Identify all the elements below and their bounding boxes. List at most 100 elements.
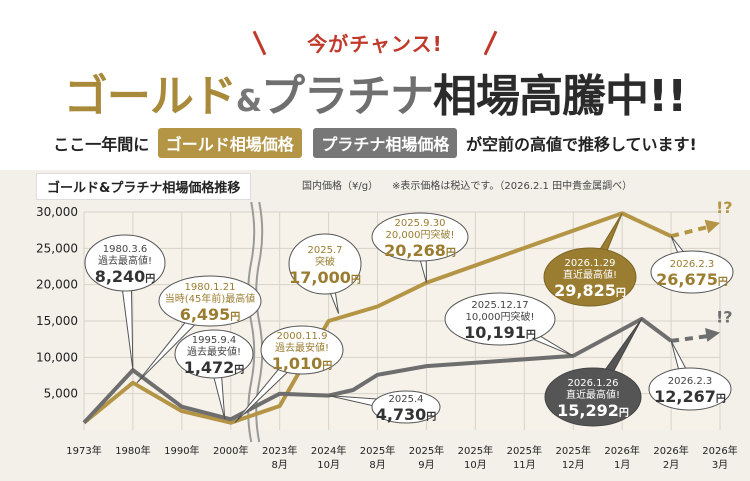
bubble-date: 2000.11.9 <box>277 331 328 342</box>
bubble-value-text: 1,010円 <box>272 354 333 373</box>
bubble-unit: 円 <box>145 273 155 285</box>
bubble-value: 6,495 <box>180 305 231 324</box>
bubble-value-text: 10,191円 <box>464 323 536 342</box>
annotation-bubble: 2026.2.312,267円 <box>648 340 732 411</box>
x-tick-sublabel: 12月 <box>562 459 585 471</box>
unit-note: 国内価格（¥/g） <box>302 181 379 192</box>
bubble-value-text: 29,825円 <box>554 281 626 300</box>
bubble-label: 過去最安値! <box>187 345 241 358</box>
x-tick-label: 2025年 <box>507 444 542 457</box>
bubble-unit: 円 <box>718 276 728 288</box>
tax-note: ※表示価格は税込です。（2026.2.1 田中貴金属調べ） <box>392 181 633 192</box>
subheading: ここ一年間に ゴールド相場価格 プラチナ相場価格 が空前の高値で推移しています! <box>0 128 750 158</box>
bubble-label: 過去最安値! <box>275 341 329 354</box>
x-tick-sublabel: 1月 <box>614 459 630 471</box>
bubble-date: 1980.1.21 <box>185 282 236 293</box>
x-tick-label: 2025年 <box>409 444 444 457</box>
bubble-body <box>174 329 254 379</box>
bubble-body <box>371 212 469 262</box>
bubble-value: 12,267 <box>654 387 716 406</box>
x-tick-label: 2025年 <box>360 444 395 457</box>
bubble-unit: 円 <box>446 247 456 259</box>
x-tick-label: 1973年 <box>66 444 101 457</box>
x-tick-sublabel: 10月 <box>317 459 340 471</box>
bubble-body <box>543 247 637 307</box>
headline-rest: 相場高騰中!! <box>433 71 687 122</box>
x-tick-label: 2025年 <box>556 444 591 457</box>
bubble-value: 26,675 <box>656 270 718 289</box>
x-tick-label: 1980年 <box>115 444 150 457</box>
bubble-value: 29,825 <box>554 281 616 300</box>
bubble-value-text: 1,472円 <box>184 358 245 377</box>
bubble-value: 4,730 <box>376 405 427 424</box>
bubble-label: 直近最高値! <box>566 388 620 401</box>
bubble-value: 8,240 <box>95 267 146 286</box>
bubble-value: 20,268 <box>384 241 446 260</box>
bubble-body <box>260 325 344 375</box>
bubble-body <box>288 233 362 295</box>
x-tick-label: 2025年 <box>458 444 493 457</box>
bubble-label: 20,000円突破! <box>386 228 455 241</box>
pill-gold: ゴールド相場価格 <box>157 128 302 158</box>
sub-suffix: が空前の高値で推移しています! <box>465 135 697 154</box>
bubble-date: 2025.7 <box>308 245 343 256</box>
bubble-date: 2025.12.17 <box>471 300 528 311</box>
bubble-unit: 円 <box>716 393 726 405</box>
bubble-label: 突破 <box>315 255 335 268</box>
y-tick-label: 15,000 <box>36 314 78 328</box>
bubble-label: 過去最高値! <box>98 254 152 267</box>
annotation-bubble: 2026.2.326,675円 <box>650 235 734 294</box>
bubble-value-text: 26,675円 <box>656 270 728 289</box>
y-tick-label: 5,000 <box>44 387 78 401</box>
bubble-unit: 円 <box>322 360 332 372</box>
bubble-body <box>371 390 441 424</box>
x-tick-sublabel: 11月 <box>513 459 536 471</box>
annotation-bubble: 2025.44,730円 <box>328 390 441 424</box>
x-tick-sublabel: 9月 <box>418 459 434 471</box>
axis-break-line <box>247 201 256 443</box>
x-tick-sublabel: 8月 <box>272 459 288 471</box>
projection-line <box>670 333 713 343</box>
bubble-label: 10,000円突破! <box>466 310 535 323</box>
bubble-value-text: 12,267円 <box>654 387 726 406</box>
bubble-label: 直近最高値! <box>563 268 617 281</box>
series-line-platinum <box>82 316 673 425</box>
x-tick-sublabel: 2月 <box>663 459 679 471</box>
bubble-value: 1,010 <box>272 354 323 373</box>
bubble-unit: 円 <box>230 311 240 323</box>
y-tick-label: 20,000 <box>36 278 78 292</box>
x-tick-label: 2024年 <box>311 444 346 457</box>
bubble-unit: 円 <box>426 411 436 423</box>
projection-mark: !? <box>716 308 733 327</box>
bubble-value: 15,292 <box>557 401 619 420</box>
x-tick-label: 2026年 <box>653 444 688 457</box>
headline: ゴールド&プラチナ相場高騰中!! <box>0 60 750 124</box>
bubble-date: 1995.9.4 <box>192 335 237 346</box>
x-tick-sublabel: 10月 <box>464 459 487 471</box>
bubble-body <box>650 250 734 294</box>
projection-arrow <box>705 328 720 342</box>
bubble-value-text: 8,240円 <box>95 267 156 286</box>
x-tick-label: 2000年 <box>213 444 248 457</box>
x-tick-label: 2023年 <box>262 444 297 457</box>
bubble-unit: 円 <box>234 364 244 376</box>
sub-prefix: ここ一年間に <box>53 135 150 154</box>
tagline: 今がチャンス! <box>307 32 443 56</box>
headline-amp: & <box>235 84 262 119</box>
x-tick-sublabel: 3月 <box>712 459 728 471</box>
projection-mark: !? <box>716 198 733 217</box>
bubble-body <box>648 367 732 411</box>
bubble-date: 2026.2.3 <box>668 376 713 387</box>
y-tick-label: 30,000 <box>36 205 78 219</box>
x-tick-sublabel: 8月 <box>369 459 385 471</box>
